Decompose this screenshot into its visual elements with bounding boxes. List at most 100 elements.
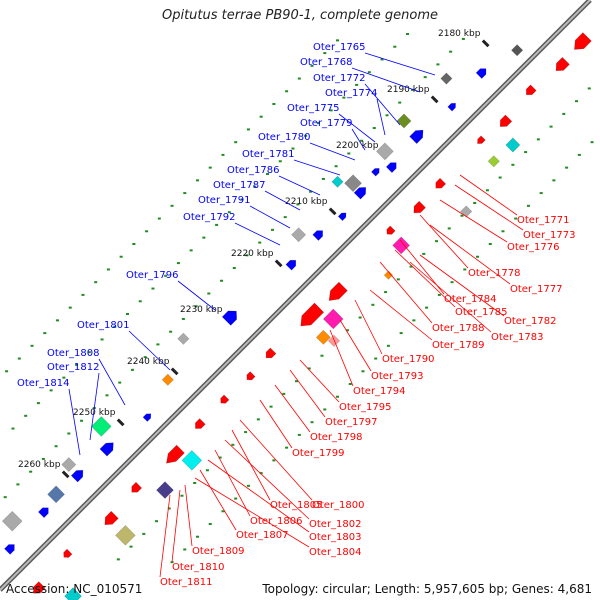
reverse-gene-label[interactable]: Oter_1798: [310, 432, 363, 443]
reverse-gene-label[interactable]: Oter_1784: [444, 294, 497, 305]
reverse-gene-arrow[interactable]: [101, 510, 119, 528]
forward-gene-arrow[interactable]: [337, 211, 348, 222]
reverse-gene-label[interactable]: Oter_1794: [353, 386, 406, 397]
forward-gene-label[interactable]: Oter_1780: [258, 132, 311, 143]
reverse-gene-arrow[interactable]: [296, 302, 325, 331]
reverse-gene-label[interactable]: Oter_1790: [382, 354, 435, 365]
forward-feature-box[interactable]: [331, 175, 344, 188]
reverse-gene-label[interactable]: Oter_1800: [312, 500, 365, 511]
forward-feature-box[interactable]: [440, 72, 453, 85]
forward-gene-arrow[interactable]: [221, 307, 240, 326]
reverse-gene-label[interactable]: Oter_1785: [455, 307, 508, 318]
reverse-gene-label[interactable]: Oter_1776: [507, 242, 560, 253]
forward-feature-box[interactable]: [47, 485, 65, 504]
reverse-gene-arrow[interactable]: [523, 84, 537, 98]
reverse-feature-box[interactable]: [181, 450, 203, 471]
forward-gene-label[interactable]: Oter_1786: [227, 165, 280, 176]
reverse-gene-label[interactable]: Oter_1795: [339, 402, 392, 413]
forward-gene-arrow[interactable]: [142, 412, 153, 422]
reverse-gene-arrow[interactable]: [61, 548, 73, 560]
reverse-gene-label[interactable]: Oter_1778: [468, 268, 521, 279]
reverse-gene-label[interactable]: Oter_1773: [523, 230, 576, 241]
forward-gene-arrow[interactable]: [475, 66, 489, 79]
forward-gene-label[interactable]: Oter_1765: [313, 42, 366, 53]
forward-gene-label[interactable]: Oter_1796: [126, 270, 179, 281]
reverse-feature-box[interactable]: [383, 270, 394, 280]
reverse-gene-arrow[interactable]: [570, 32, 592, 54]
forward-feature-box[interactable]: [511, 44, 524, 57]
reverse-gene-label[interactable]: Oter_1802: [309, 519, 362, 530]
reverse-gene-label[interactable]: Oter_1809: [192, 546, 245, 557]
forward-gene-label[interactable]: Oter_1808: [47, 348, 100, 359]
reverse-feature-box[interactable]: [327, 334, 341, 347]
forward-gene-label[interactable]: Oter_1814: [17, 378, 70, 389]
reverse-gene-label[interactable]: Oter_1777: [510, 284, 563, 295]
reverse-feature-box[interactable]: [322, 308, 344, 330]
reverse-feature-box[interactable]: [505, 137, 521, 153]
reverse-gene-arrow[interactable]: [552, 56, 570, 74]
reverse-gene-arrow[interactable]: [245, 371, 256, 383]
forward-gene-label[interactable]: Oter_1779: [300, 118, 353, 129]
reverse-gene-label[interactable]: Oter_1806: [250, 516, 303, 527]
forward-gene-label[interactable]: Oter_1775: [287, 103, 340, 114]
forward-feature-box[interactable]: [344, 174, 362, 193]
reverse-gene-label[interactable]: Oter_1797: [325, 417, 378, 428]
forward-gene-label[interactable]: Oter_1792: [183, 212, 236, 223]
reverse-feature-box[interactable]: [64, 587, 82, 600]
reverse-feature-box[interactable]: [487, 155, 500, 168]
forward-gene-arrow[interactable]: [447, 101, 458, 112]
forward-gene-arrow[interactable]: [312, 228, 326, 241]
reverse-gene-label[interactable]: Oter_1788: [432, 323, 485, 334]
reverse-feature-box[interactable]: [115, 525, 136, 546]
reverse-gene-arrow[interactable]: [385, 225, 396, 237]
forward-gene-label[interactable]: Oter_1801: [77, 320, 130, 331]
reverse-gene-label[interactable]: Oter_1799: [292, 448, 345, 459]
reverse-gene-arrow[interactable]: [218, 394, 230, 406]
reverse-feature-box[interactable]: [156, 481, 174, 499]
forward-gene-arrow[interactable]: [385, 160, 399, 174]
forward-gene-label[interactable]: Oter_1781: [242, 149, 295, 160]
reverse-gene-arrow[interactable]: [497, 114, 513, 130]
forward-gene-arrow[interactable]: [353, 184, 369, 200]
forward-gene-label[interactable]: Oter_1768: [300, 57, 353, 68]
reverse-gene-label[interactable]: Oter_1807: [236, 530, 289, 541]
forward-feature-box[interactable]: [91, 416, 112, 437]
forward-feature-box[interactable]: [375, 142, 394, 161]
forward-feature-box[interactable]: [396, 113, 412, 129]
forward-gene-label[interactable]: Oter_1772: [313, 73, 366, 84]
forward-feature-box[interactable]: [1, 510, 23, 532]
reverse-gene-arrow[interactable]: [325, 281, 348, 305]
forward-gene-arrow[interactable]: [99, 439, 117, 457]
reverse-gene-arrow[interactable]: [163, 444, 185, 467]
reverse-gene-arrow[interactable]: [433, 177, 447, 191]
forward-feature-box[interactable]: [177, 332, 190, 345]
reverse-gene-label[interactable]: Oter_1782: [504, 316, 557, 327]
reverse-gene-arrow[interactable]: [193, 418, 206, 432]
forward-feature-box[interactable]: [291, 227, 307, 243]
reverse-gene-arrow[interactable]: [411, 200, 426, 216]
forward-gene-arrow[interactable]: [285, 257, 299, 271]
forward-feature-box[interactable]: [61, 457, 77, 473]
reverse-gene-arrow[interactable]: [129, 481, 143, 495]
forward-gene-label[interactable]: Oter_1812: [47, 362, 100, 373]
reverse-gene-label[interactable]: Oter_1804: [309, 547, 362, 558]
forward-gene-label[interactable]: Oter_1774: [325, 88, 378, 99]
reverse-gene-label[interactable]: Oter_1803: [309, 532, 362, 543]
reverse-gene-label[interactable]: Oter_1771: [517, 215, 570, 226]
reverse-gene-label[interactable]: Oter_1805: [270, 500, 323, 511]
reverse-gene-arrow[interactable]: [30, 581, 46, 597]
forward-gene-arrow[interactable]: [371, 166, 381, 177]
reverse-gene-label[interactable]: Oter_1810: [172, 562, 225, 573]
forward-gene-label[interactable]: Oter_1791: [198, 195, 251, 206]
reverse-gene-label[interactable]: Oter_1789: [432, 340, 485, 351]
forward-gene-arrow[interactable]: [409, 127, 427, 145]
forward-gene-label[interactable]: Oter_1787: [213, 180, 266, 191]
forward-gene-arrow[interactable]: [70, 467, 86, 483]
reverse-gene-label[interactable]: Oter_1793: [371, 371, 424, 382]
reverse-gene-arrow[interactable]: [475, 135, 486, 146]
reverse-feature-box[interactable]: [392, 236, 411, 255]
reverse-gene-arrow[interactable]: [263, 347, 277, 361]
reverse-feature-box[interactable]: [315, 329, 331, 345]
reverse-gene-label[interactable]: Oter_1811: [160, 577, 213, 588]
forward-feature-box[interactable]: [161, 373, 174, 386]
